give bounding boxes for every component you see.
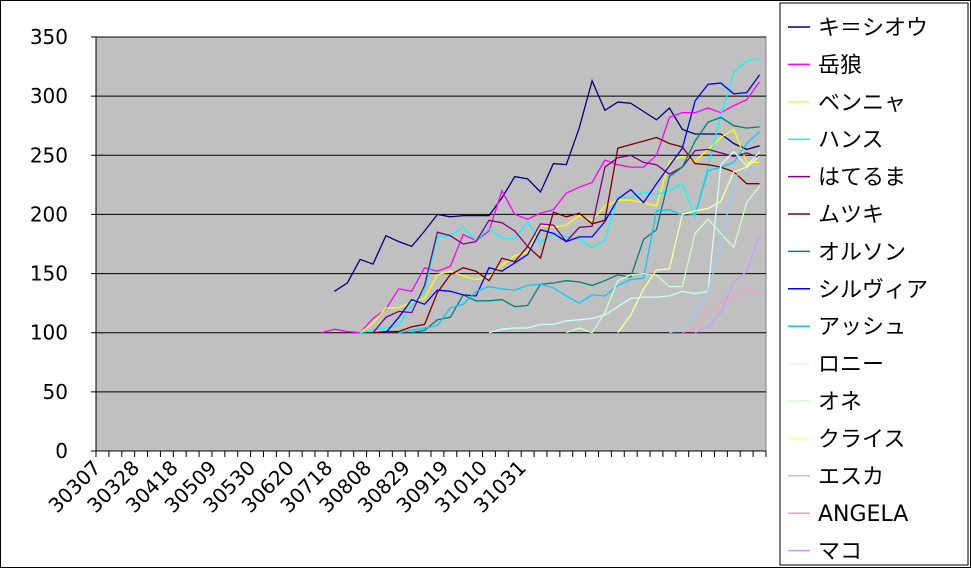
legend-box: [779, 2, 969, 566]
legend-label: ハンス: [818, 128, 884, 153]
y-tick-label: 150: [30, 262, 68, 286]
legend-label: ベンニャ: [818, 91, 906, 116]
y-tick-label: 100: [30, 321, 68, 345]
legend-label: アッシュ: [818, 315, 906, 340]
series-line: [617, 155, 761, 334]
y-tick-label: 50: [43, 380, 68, 404]
series-line: [385, 74, 761, 334]
series-line: [398, 131, 761, 334]
y-tick-label: 350: [30, 25, 68, 49]
legend-label: ANGELA: [818, 502, 908, 527]
series-line: [488, 150, 761, 334]
legend-label: はてるま: [818, 166, 906, 191]
series-line: [682, 289, 760, 334]
y-tick-label: 300: [30, 84, 68, 108]
legend-label: ムツキ: [818, 203, 884, 228]
series-line: [694, 235, 761, 334]
y-tick-label: 200: [30, 202, 68, 226]
series-line: [321, 81, 761, 334]
legend-label: オネ: [818, 390, 862, 415]
legend-label: オルソン: [818, 240, 906, 265]
series-line: [334, 78, 760, 292]
legend-label: シルヴィア: [818, 278, 928, 303]
y-tick-label: 0: [55, 439, 68, 463]
legend-label: クライス: [818, 427, 905, 452]
legend-label: マコ: [818, 540, 862, 565]
plot-area: [95, 36, 767, 452]
series-line: [566, 185, 761, 334]
series-line: [669, 166, 760, 334]
legend-label: キ＝シオウ: [818, 16, 928, 41]
series-line: [372, 136, 760, 334]
legend-label: エスカ: [818, 465, 884, 490]
y-tick-label: 250: [30, 143, 68, 167]
legend-label: ロニー: [818, 353, 884, 378]
legend-label: 岳狼: [818, 53, 862, 78]
